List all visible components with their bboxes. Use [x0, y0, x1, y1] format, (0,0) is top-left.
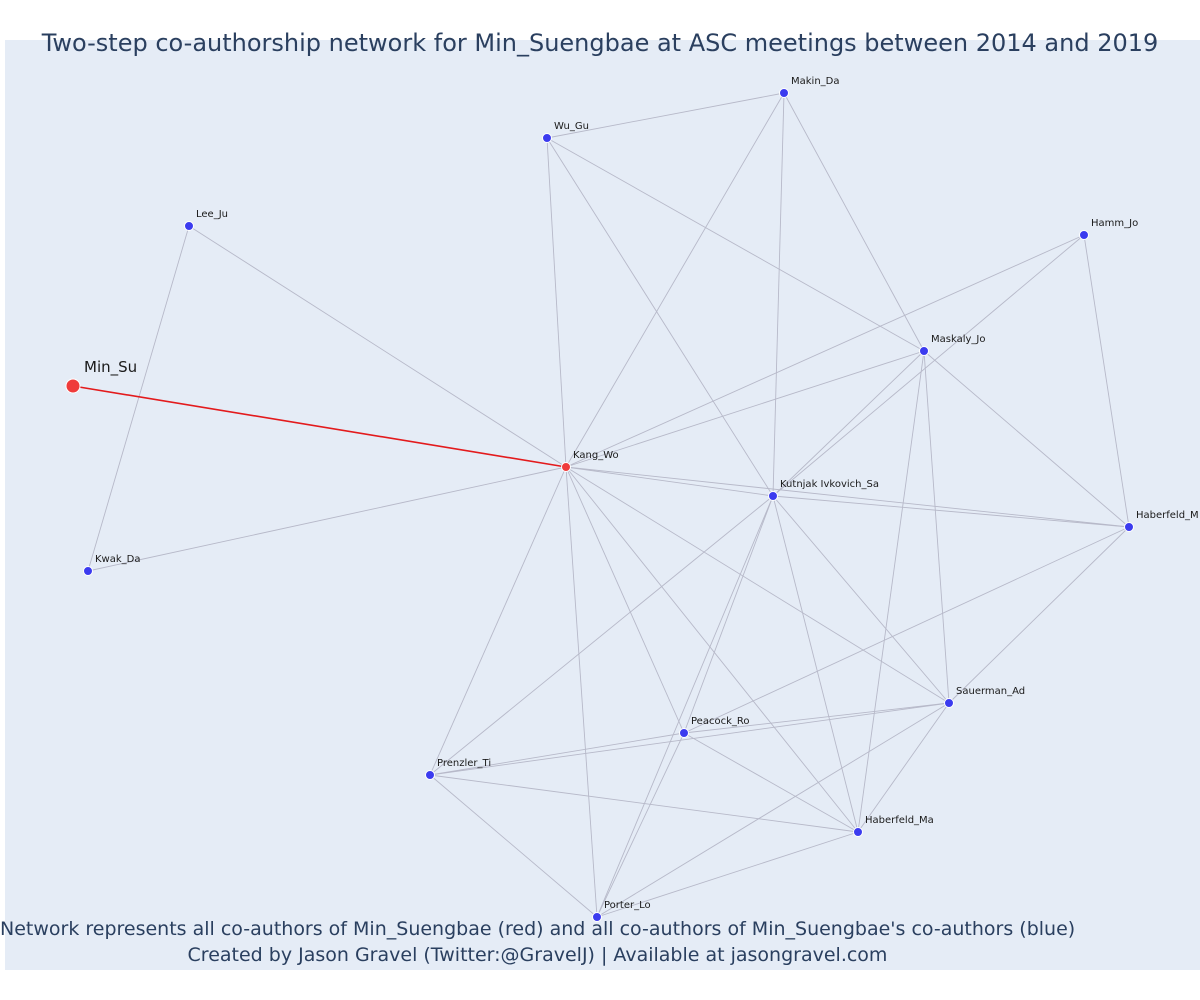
node-label-Kwak_Da: Kwak_Da: [95, 554, 140, 565]
edge-Kang_Wo-Kutnjak_Ivkovich_Sa: [565, 466, 774, 497]
edge-Wu_Gu-Kutnjak_Ivkovich_Sa: [546, 137, 774, 497]
edge-Maskaly_Jo-Sauerman_Ad: [923, 350, 950, 704]
edge-Kang_Wo-Porter_Lo: [565, 466, 598, 918]
edge-Kang_Wo-Prenzler_Ti: [429, 466, 567, 776]
edge-Wu_Gu-Kang_Wo: [546, 137, 567, 468]
node-Sauerman_Ad[interactable]: [944, 698, 954, 708]
node-label-Prenzler_Ti: Prenzler_Ti: [437, 758, 491, 769]
edge-Peacock_Ro-Porter_Lo: [596, 732, 685, 918]
edge-Maskaly_Jo-Haberfeld_Ma: [857, 350, 925, 833]
node-label-Kutnjak_Ivkovich_Sa: Kutnjak Ivkovich_Sa: [780, 479, 879, 490]
edge-Hamm_Jo-Kang_Wo: [565, 234, 1085, 468]
edge-Sauerman_Ad-Peacock_Ro: [683, 702, 950, 734]
node-Kang_Wo[interactable]: [561, 462, 571, 472]
node-label-Haberfeld_Ma: Haberfeld_Ma: [865, 815, 934, 826]
edge-Peacock_Ro-Prenzler_Ti: [429, 732, 685, 776]
node-label-Haberfeld_M: Haberfeld_M: [1136, 510, 1199, 521]
edge-layer: [72, 92, 1130, 918]
edge-Kutnjak_Ivkovich_Sa-Sauerman_Ad: [772, 495, 950, 704]
edge-Wu_Gu-Makin_Da: [546, 92, 785, 139]
edge-Maskaly_Jo-Kutnjak_Ivkovich_Sa: [772, 350, 925, 497]
node-Kwak_Da[interactable]: [83, 566, 93, 576]
edge-Makin_Da-Maskaly_Jo: [783, 92, 925, 352]
chart-title: Two-step co-authorship network for Min_S…: [41, 29, 1159, 57]
node-label-Kang_Wo: Kang_Wo: [573, 450, 619, 461]
node-label-Porter_Lo: Porter_Lo: [604, 900, 651, 911]
edge-Sauerman_Ad-Haberfeld_Ma: [857, 702, 950, 833]
caption-credits: Created by Jason Gravel (Twitter:@Gravel…: [187, 944, 888, 966]
edge-Kang_Wo-Haberfeld_M: [565, 466, 1130, 528]
edge-Makin_Da-Kang_Wo: [565, 92, 785, 468]
edge-Kang_Wo-Peacock_Ro: [565, 466, 685, 734]
edge-Min_Su-Kang_Wo: [72, 385, 567, 468]
edge-Prenzler_Ti-Haberfeld_Ma: [429, 774, 859, 833]
node-label-Hamm_Jo: Hamm_Jo: [1091, 218, 1138, 229]
edge-Makin_Da-Kutnjak_Ivkovich_Sa: [772, 92, 785, 497]
edge-Lee_Ju-Kang_Wo: [188, 225, 567, 468]
edge-Kwak_Da-Kang_Wo: [87, 466, 567, 572]
plot-background: [5, 40, 1200, 970]
node-layer: [65, 88, 1134, 922]
edge-Sauerman_Ad-Prenzler_Ti: [429, 702, 950, 776]
node-label-Lee_Ju: Lee_Ju: [196, 209, 228, 220]
edge-Kang_Wo-Haberfeld_Ma: [565, 466, 859, 833]
node-label-Sauerman_Ad: Sauerman_Ad: [956, 686, 1025, 697]
node-Haberfeld_M[interactable]: [1124, 522, 1134, 532]
node-Makin_Da[interactable]: [779, 88, 789, 98]
node-Prenzler_Ti[interactable]: [425, 770, 435, 780]
edge-Wu_Gu-Maskaly_Jo: [546, 137, 925, 352]
node-label-Wu_Gu: Wu_Gu: [554, 121, 589, 132]
node-Haberfeld_Ma[interactable]: [853, 827, 863, 837]
node-Lee_Ju[interactable]: [184, 221, 194, 231]
node-Hamm_Jo[interactable]: [1079, 230, 1089, 240]
node-Porter_Lo[interactable]: [592, 912, 602, 922]
node-label-Min_Su: Min_Su: [84, 358, 137, 377]
edge-Haberfeld_Ma-Porter_Lo: [596, 831, 859, 918]
edge-Kutnjak_Ivkovich_Sa-Prenzler_Ti: [429, 495, 774, 776]
caption-network-description: Network represents all co-authors of Min…: [0, 918, 1076, 940]
label-layer: Min_Su Kang_Wo Lee_Ju Kwak_Da Wu_Gu Makin_Da H…: [84, 76, 1199, 911]
edge-Haberfeld_M-Sauerman_Ad: [948, 526, 1130, 704]
node-Maskaly_Jo[interactable]: [919, 346, 929, 356]
edge-Lee_Ju-Kwak_Da: [87, 225, 190, 572]
edge-Kang_Wo-Sauerman_Ad: [565, 466, 950, 704]
node-label-Peacock_Ro: Peacock_Ro: [691, 716, 749, 727]
edge-Prenzler_Ti-Porter_Lo: [429, 774, 598, 918]
node-Min_Su[interactable]: [65, 378, 81, 394]
node-label-Makin_Da: Makin_Da: [791, 76, 840, 87]
edge-Hamm_Jo-Kutnjak_Ivkovich_Sa: [772, 234, 1085, 497]
node-Kutnjak_Ivkovich_Sa[interactable]: [768, 491, 778, 501]
edge-Kutnjak_Ivkovich_Sa-Porter_Lo: [596, 495, 774, 918]
node-label-Maskaly_Jo: Maskaly_Jo: [931, 334, 985, 345]
edge-Kutnjak_Ivkovich_Sa-Haberfeld_Ma: [772, 495, 859, 833]
edge-Kutnjak_Ivkovich_Sa-Peacock_Ro: [683, 495, 774, 734]
edge-Sauerman_Ad-Porter_Lo: [596, 702, 950, 918]
edge-Hamm_Jo-Haberfeld_M: [1083, 234, 1130, 528]
edge-Maskaly_Jo-Kang_Wo: [565, 350, 925, 468]
edge-Kutnjak_Ivkovich_Sa-Haberfeld_M: [772, 495, 1130, 528]
edge-Maskaly_Jo-Haberfeld_M: [923, 350, 1130, 528]
edge-Haberfeld_M-Peacock_Ro: [683, 526, 1130, 734]
edge-Peacock_Ro-Haberfeld_Ma: [683, 732, 859, 833]
node-Peacock_Ro[interactable]: [679, 728, 689, 738]
node-Wu_Gu[interactable]: [542, 133, 552, 143]
